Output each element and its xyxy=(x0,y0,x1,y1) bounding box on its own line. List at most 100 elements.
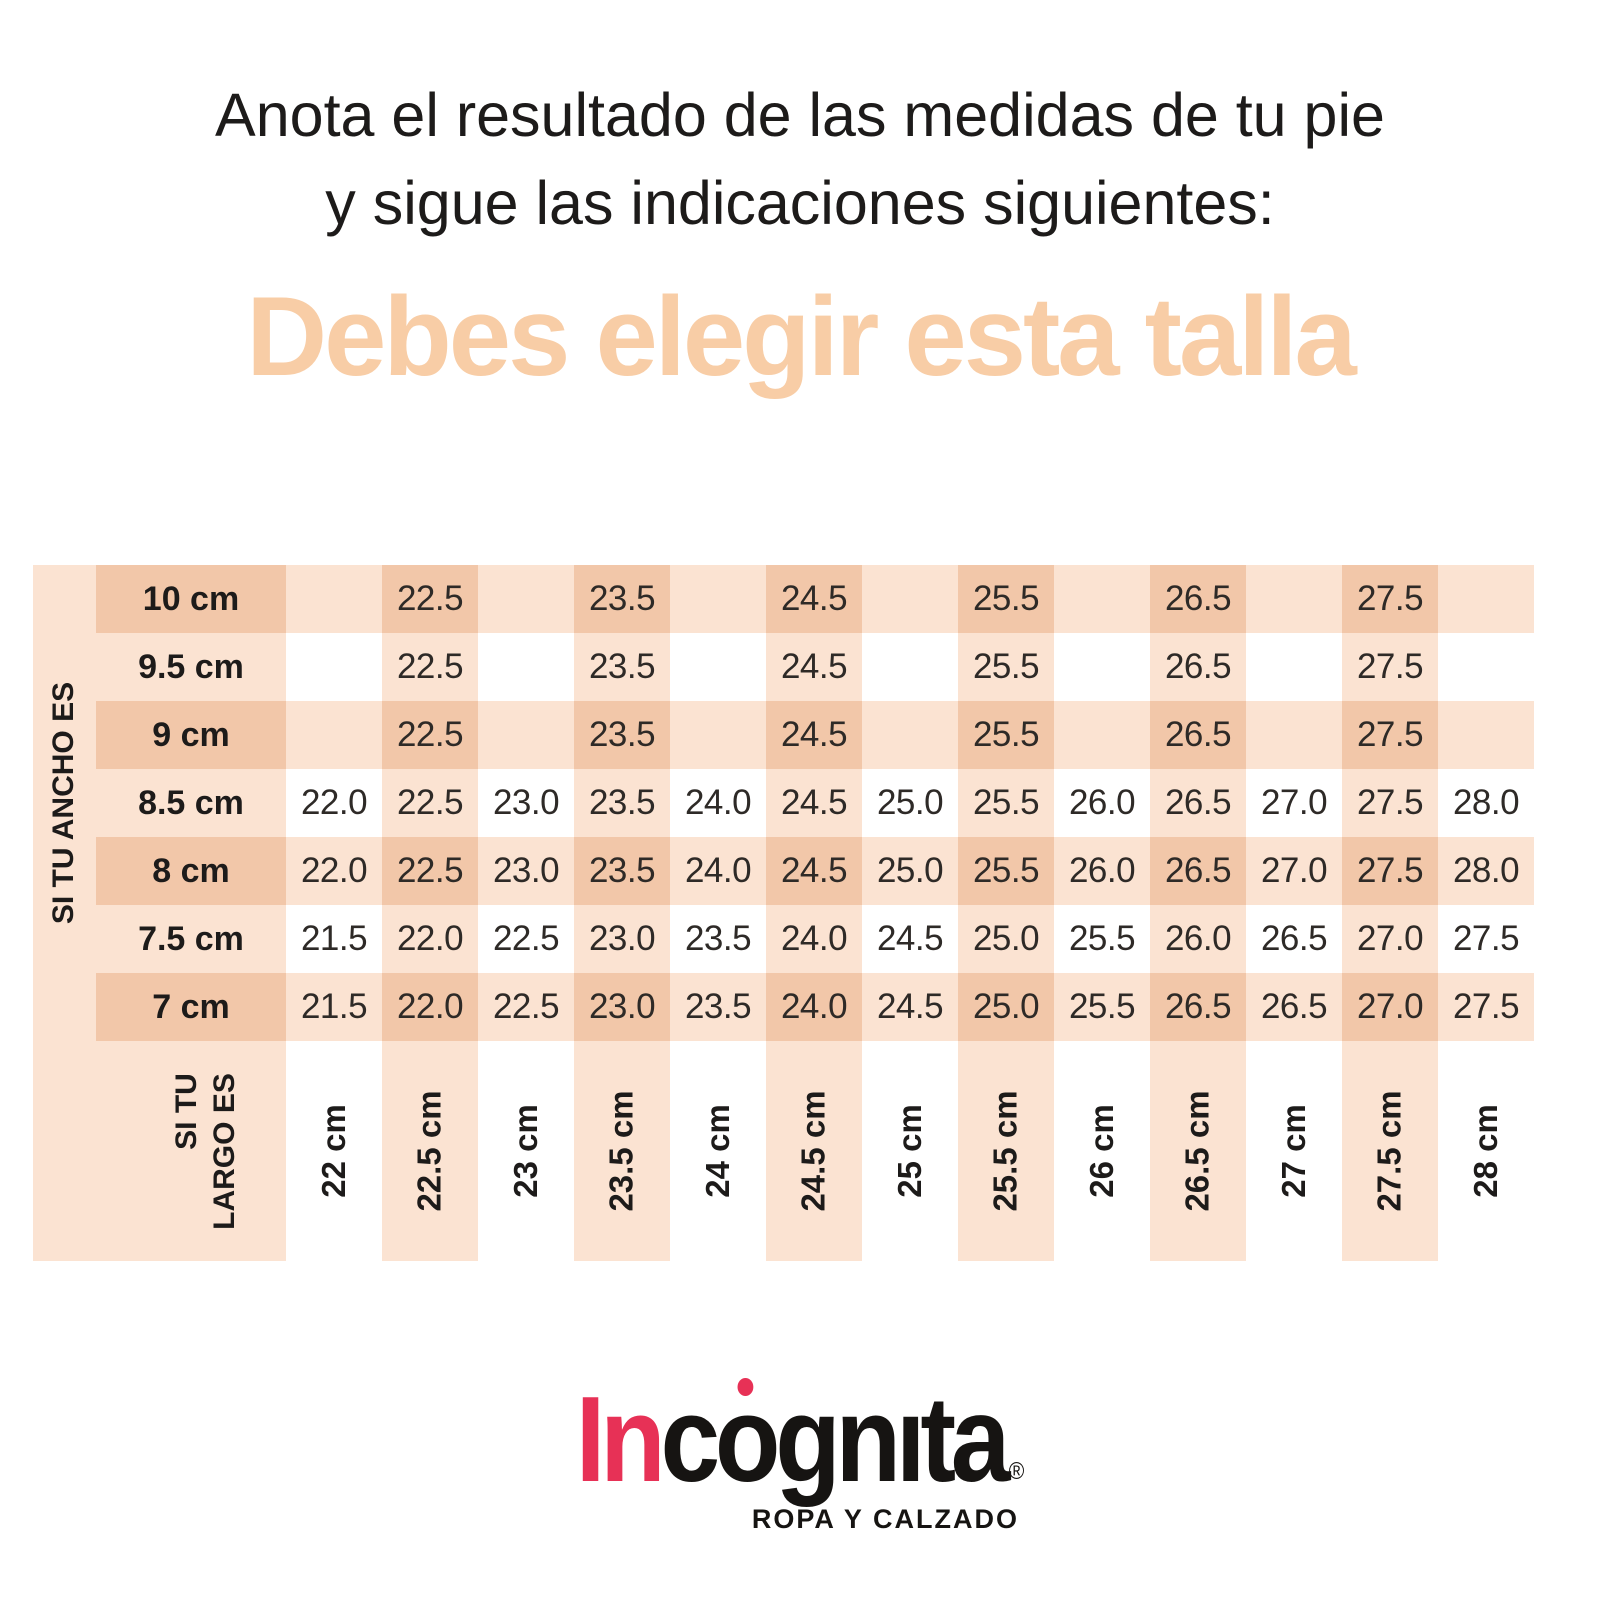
size-cell: 23.0 xyxy=(574,973,670,1041)
column-header-label: 23 cm xyxy=(506,1104,544,1198)
length-axis-label-cell: SI TU LARGO ES xyxy=(96,1041,286,1261)
column-header-label: 23.5 cm xyxy=(603,1090,640,1212)
size-cell: 24.5 xyxy=(862,973,958,1041)
length-axis-label: SI TU LARGO ES xyxy=(169,1072,241,1230)
size-cell: 23.0 xyxy=(478,769,574,837)
column-header-label: 25.5 cm xyxy=(987,1090,1024,1212)
size-cell: 26.5 xyxy=(1246,973,1342,1041)
size-cell: 25.0 xyxy=(958,905,1054,973)
size-cell: 27.5 xyxy=(1342,769,1438,837)
size-cell: 24.0 xyxy=(670,837,766,905)
size-cell: 24.5 xyxy=(766,633,862,701)
size-cell: 24.5 xyxy=(766,565,862,633)
size-cell: 24.5 xyxy=(862,905,958,973)
size-cell: 26.0 xyxy=(1054,769,1150,837)
column-header: 28 cm xyxy=(1438,1041,1534,1261)
brand-logo: Incognıta ® ROPA Y CALZADO xyxy=(0,1378,1600,1535)
row-label: 8.5 cm xyxy=(96,769,286,837)
size-cell: 22.5 xyxy=(382,633,478,701)
size-cell xyxy=(670,701,766,769)
size-cell xyxy=(1438,633,1534,701)
size-cell xyxy=(1438,701,1534,769)
size-cell xyxy=(862,701,958,769)
column-header: 26 cm xyxy=(1054,1041,1150,1261)
size-cell xyxy=(862,633,958,701)
size-cell: 23.5 xyxy=(670,905,766,973)
size-cell: 27.0 xyxy=(1342,973,1438,1041)
row-label: 7 cm xyxy=(96,973,286,1041)
column-header-label: 26.5 cm xyxy=(1179,1090,1216,1212)
size-cell: 26.5 xyxy=(1246,905,1342,973)
size-cell xyxy=(862,565,958,633)
column-header: 27.5 cm xyxy=(1342,1041,1438,1261)
size-cell xyxy=(478,701,574,769)
size-cell: 22.0 xyxy=(286,769,382,837)
size-cell: 27.5 xyxy=(1438,905,1534,973)
logo-part-in: In xyxy=(575,1371,666,1507)
size-cell: 23.5 xyxy=(574,633,670,701)
size-cell: 22.5 xyxy=(382,837,478,905)
size-cell: 24.5 xyxy=(766,701,862,769)
size-cell xyxy=(478,565,574,633)
size-cell: 21.5 xyxy=(286,905,382,973)
size-cell: 23.0 xyxy=(478,837,574,905)
size-cell: 26.0 xyxy=(1054,837,1150,905)
size-cell: 25.0 xyxy=(862,837,958,905)
size-cell: 26.5 xyxy=(1150,565,1246,633)
size-cell: 24.0 xyxy=(766,973,862,1041)
size-cell: 27.0 xyxy=(1246,837,1342,905)
size-cell: 25.5 xyxy=(958,565,1054,633)
page-title: Anota el resultado de las medidas de tu … xyxy=(0,72,1600,248)
column-header: 27 cm xyxy=(1246,1041,1342,1261)
column-header: 22 cm xyxy=(286,1041,382,1261)
size-cell: 27.0 xyxy=(1246,769,1342,837)
size-cell: 22.5 xyxy=(382,701,478,769)
size-cell: 28.0 xyxy=(1438,769,1534,837)
size-cell xyxy=(1246,701,1342,769)
column-header-label: 25 cm xyxy=(890,1104,928,1198)
headline: Debes elegir esta talla xyxy=(246,274,1357,399)
size-cell: 25.5 xyxy=(958,837,1054,905)
size-cell: 23.5 xyxy=(574,769,670,837)
size-table: SI TU ANCHO ES 10 cm 22.5 23.5 24.5 25.5 26.5 2… xyxy=(33,565,1534,1261)
size-cell: 24.5 xyxy=(766,837,862,905)
size-cell: 22.5 xyxy=(478,905,574,973)
size-cell xyxy=(670,633,766,701)
column-header-label: 22.5 cm xyxy=(411,1090,448,1212)
registered-trademark-icon: ® xyxy=(1008,1458,1025,1485)
row-label: 7.5 cm xyxy=(96,905,286,973)
column-header: 26.5 cm xyxy=(1150,1041,1246,1261)
size-cell: 25.0 xyxy=(862,769,958,837)
size-cell: 27.5 xyxy=(1438,973,1534,1041)
size-cell: 22.5 xyxy=(478,973,574,1041)
size-cell: 23.5 xyxy=(574,837,670,905)
row-label: 9 cm xyxy=(96,701,286,769)
page-title-line1: Anota el resultado de las medidas de tu … xyxy=(215,81,1385,149)
size-cell: 27.5 xyxy=(1342,837,1438,905)
size-cell: 25.5 xyxy=(1054,905,1150,973)
size-cell: 22.5 xyxy=(382,565,478,633)
column-header: 24 cm xyxy=(670,1041,766,1261)
size-cell: 22.0 xyxy=(286,837,382,905)
logo-part-o-with-accent-dot: o xyxy=(714,1371,781,1507)
size-cell xyxy=(286,633,382,701)
size-cell: 26.5 xyxy=(1150,837,1246,905)
size-cell xyxy=(286,701,382,769)
column-header-label: 22 cm xyxy=(314,1104,352,1198)
page-title-line2: y sigue las indicaciones siguientes: xyxy=(325,168,1275,237)
logo-block: Incognıta ® ROPA Y CALZADO xyxy=(545,1378,1055,1535)
column-header: 23 cm xyxy=(478,1041,574,1261)
size-cell: 24.0 xyxy=(766,905,862,973)
row-label: 10 cm xyxy=(96,565,286,633)
size-cell: 24.5 xyxy=(766,769,862,837)
column-header-label: 27.5 cm xyxy=(1371,1090,1408,1212)
size-cell xyxy=(286,565,382,633)
column-header-label: 26 cm xyxy=(1082,1104,1120,1198)
size-cell: 24.0 xyxy=(670,769,766,837)
logo-wordmark: Incognıta ® xyxy=(576,1378,1025,1500)
size-cell: 21.5 xyxy=(286,973,382,1041)
size-cell: 23.5 xyxy=(670,973,766,1041)
size-cell: 27.5 xyxy=(1342,633,1438,701)
size-cell xyxy=(1246,565,1342,633)
